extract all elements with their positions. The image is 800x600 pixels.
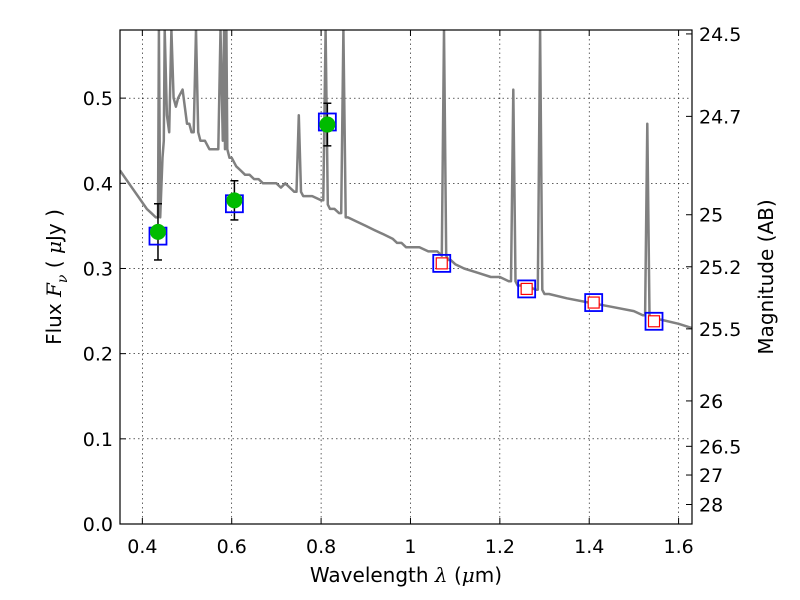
upper-limit-marker-1	[520, 282, 533, 296]
y2-tick-label-6: 26.5	[699, 436, 741, 458]
model-square-3	[432, 253, 452, 273]
x-axis-label: Wavelength λ (μm)	[310, 563, 502, 587]
spectrum-line	[120, 30, 692, 330]
observed-point-1	[226, 192, 243, 209]
secondary-y-axis-label: Magnitude (AB)	[754, 199, 778, 354]
grid	[120, 30, 692, 525]
model-square-4	[517, 279, 537, 299]
y-tick-label-2: 0.2	[83, 344, 113, 366]
observed-point-0	[149, 223, 166, 240]
model-square-5	[584, 293, 604, 312]
photometry-series	[148, 102, 664, 331]
y-tick-label-5: 0.5	[83, 88, 113, 110]
y-tick-label-1: 0.1	[83, 429, 113, 451]
y2-tick-label-7: 27	[699, 465, 723, 487]
x-tick-label-6: 1.6	[663, 536, 693, 558]
observed-point-2	[319, 116, 336, 133]
upper-limit-marker-0	[435, 257, 448, 270]
y2-tick-label-3: 25.2	[699, 257, 741, 279]
spectrum-series	[120, 30, 692, 330]
y2-tick-label-8: 28	[699, 494, 723, 516]
y-tick-label-0: 0.0	[83, 514, 113, 536]
y2-tick-label-1: 24.7	[699, 106, 741, 128]
x-tick-label-4: 1.2	[485, 536, 515, 558]
x-tick-label-2: 0.8	[306, 536, 336, 558]
y2-tick-label-2: 25	[699, 205, 723, 227]
y-axis-label: Flux Fν ( μJy )	[42, 209, 71, 345]
y2-tick-label-5: 26	[699, 391, 723, 413]
upper-limit-marker-2	[587, 296, 600, 309]
plot-frame	[119, 29, 693, 525]
y-tick-label-3: 0.3	[83, 258, 113, 280]
tick-labels: 0.4 0.6 0.8 1 1.2 1.4 1.6 0.0 0.1 0.2 0.3 0.4 0.5 24.…	[83, 24, 742, 558]
upper-limit-marker-3	[647, 315, 661, 328]
x-tick-label-5: 1.4	[574, 536, 604, 558]
x-tick-label-3: 1	[404, 536, 416, 558]
y-tick-label-4: 0.4	[83, 173, 113, 195]
y2-tick-label-0: 24.5	[699, 24, 741, 46]
model-square-6	[644, 311, 664, 331]
axis-ticks	[120, 30, 692, 525]
x-tick-label-0: 0.4	[127, 536, 157, 558]
y2-tick-label-4: 25.5	[699, 319, 741, 341]
x-tick-label-1: 0.6	[217, 536, 247, 558]
